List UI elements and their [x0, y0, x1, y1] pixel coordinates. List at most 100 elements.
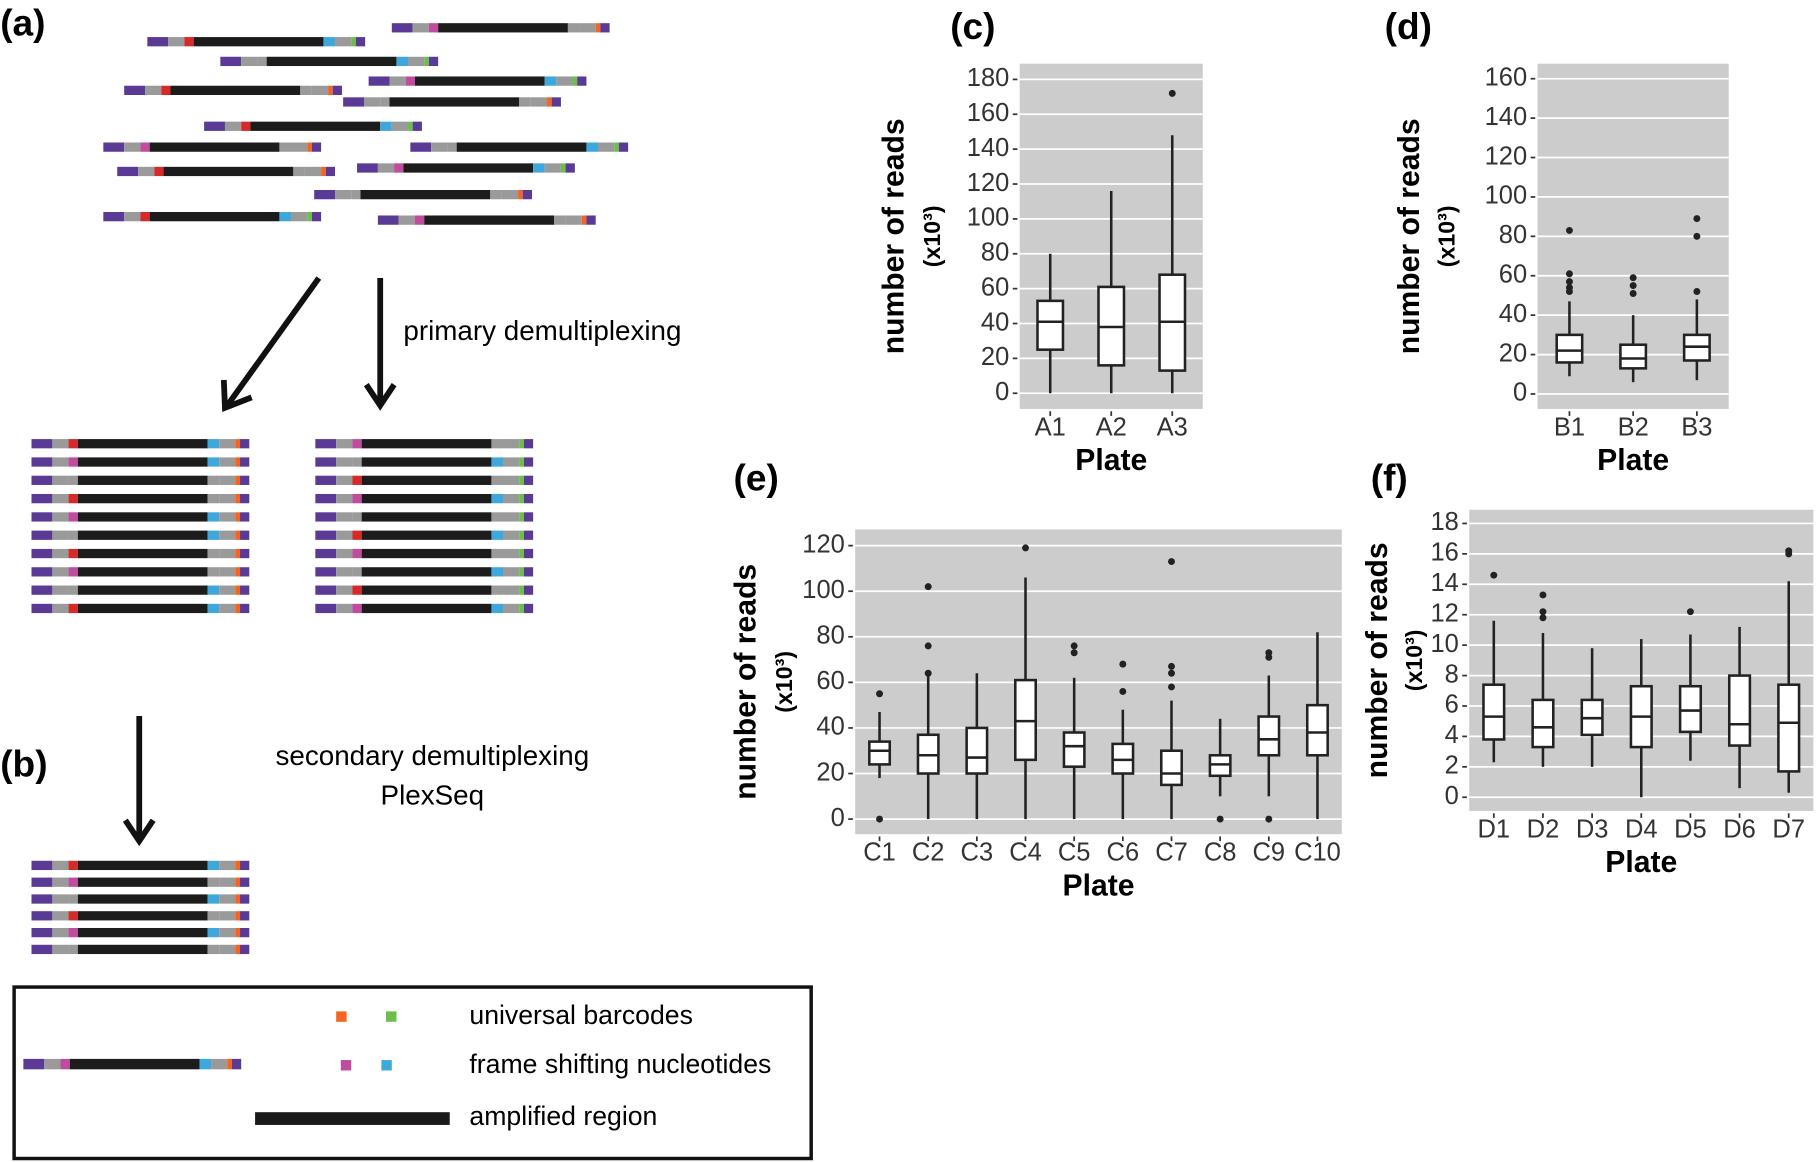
read-segment [224, 121, 242, 131]
read-segment [235, 475, 241, 485]
read-segment [31, 603, 53, 614]
read-segment [124, 142, 141, 152]
read-segment [31, 439, 53, 449]
read-segment [77, 493, 208, 504]
read-segment [361, 512, 492, 522]
read-segment [336, 493, 353, 504]
read-segment [154, 166, 164, 177]
box [1036, 299, 1065, 351]
y-tick-label: 120 [967, 169, 1009, 197]
read-segment [396, 56, 409, 67]
read-segment [311, 85, 329, 95]
read-segment [336, 548, 353, 559]
y-axis-unit: (x10³) [771, 651, 797, 713]
read-segment [219, 603, 236, 614]
x-tick-label: C3 [961, 839, 994, 867]
panel-label: (f) [1371, 457, 1408, 499]
read-segment [68, 530, 78, 540]
read-segment [207, 911, 220, 921]
read-segment [240, 457, 250, 467]
y-axis-label: number of reads [1393, 118, 1426, 354]
read-segment [352, 493, 362, 504]
read-segment [52, 603, 69, 614]
read-segment [410, 142, 432, 152]
read-segment [335, 37, 352, 47]
x-tick-label: C7 [1155, 839, 1188, 867]
read-segment [307, 212, 312, 222]
read-segment [533, 163, 545, 173]
read-segment [352, 585, 362, 595]
y-tick-label: 4 [1445, 721, 1459, 749]
outlier [924, 642, 932, 650]
read-segment [240, 475, 250, 485]
read-segment [31, 567, 53, 577]
read-segment [138, 166, 155, 177]
box [965, 726, 989, 775]
y-tick-label: 100 [967, 204, 1009, 232]
box [868, 740, 892, 766]
read-segment [68, 927, 78, 938]
box [1305, 703, 1329, 757]
outlier [1168, 683, 1175, 691]
box [1555, 333, 1584, 364]
outlier [1539, 608, 1547, 616]
read-segment [77, 927, 208, 938]
legend-label: universal barcodes [469, 1000, 692, 1030]
read-segment [124, 212, 141, 222]
read-segment [235, 457, 241, 467]
read-segment [544, 76, 557, 86]
read-segment [291, 212, 308, 222]
x-axis-label: Plate [1075, 444, 1147, 477]
read-segment [60, 1058, 70, 1070]
y-tick-label: 12 [1430, 599, 1458, 627]
read-segment [68, 944, 78, 955]
x-tick-label: C4 [1009, 839, 1042, 867]
read-segment [412, 121, 422, 131]
read-segment [207, 877, 220, 887]
read-segment [389, 97, 520, 107]
read-segment [68, 548, 78, 559]
read-segment [240, 493, 250, 504]
y-tick-label: 0 [995, 378, 1009, 406]
read-segment [103, 212, 125, 222]
outlier [1629, 274, 1637, 282]
read-segment [315, 603, 337, 614]
read-segment [68, 894, 78, 904]
read-segment [68, 475, 78, 485]
read-segment [343, 97, 364, 107]
read-segment [503, 493, 520, 504]
read-segment [503, 548, 520, 559]
read-segment [207, 567, 220, 577]
y-tick-label: 120 [802, 530, 844, 558]
read-segment [235, 585, 241, 595]
x-tick-label: D4 [1625, 815, 1658, 843]
box [1257, 715, 1281, 757]
y-tick-label: 120 [1485, 142, 1528, 170]
read-segment [351, 189, 361, 200]
outlier [1490, 571, 1498, 579]
read-segment [595, 23, 601, 33]
x-tick-label: A1 [1035, 413, 1066, 441]
y-tick-label: 0 [831, 804, 845, 832]
read-segment [323, 37, 336, 47]
read-segment [431, 142, 448, 152]
read-segment [31, 944, 53, 955]
read-segment [352, 512, 362, 522]
legend-swatch [340, 1060, 352, 1071]
read-segment [77, 603, 208, 614]
read-segment [124, 85, 146, 95]
read-segment [332, 85, 342, 95]
read-segment [240, 567, 250, 577]
read-segment [352, 567, 362, 577]
read-segment [586, 142, 599, 152]
read-segment [361, 493, 492, 504]
read-segment [279, 212, 292, 222]
read-segment [412, 23, 429, 33]
read-segment [523, 512, 534, 522]
read-segment [77, 567, 208, 577]
read-segment [240, 860, 250, 871]
x-tick-label: C5 [1058, 839, 1091, 867]
read-segment [69, 1058, 200, 1070]
read-segment [523, 493, 534, 504]
y-tick-label: 20 [981, 343, 1009, 371]
